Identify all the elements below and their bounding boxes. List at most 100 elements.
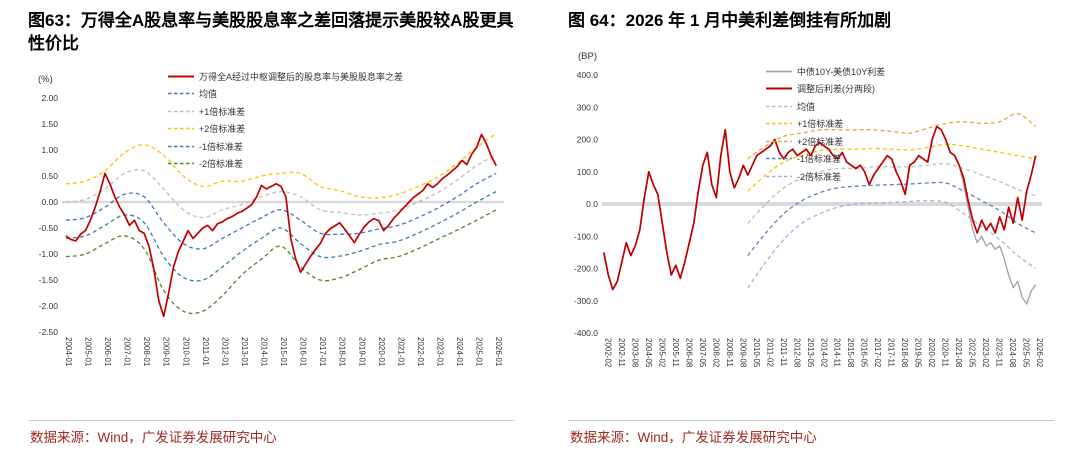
svg-text:2004-05: 2004-05 xyxy=(644,338,653,368)
x-axis-tick-labels: 2002-02 2002-11 2003-08 2004-05 2005-02 2005-… xyxy=(603,338,1044,368)
svg-text:2021-08: 2021-08 xyxy=(954,338,963,368)
svg-text:2019-01: 2019-01 xyxy=(357,337,366,367)
svg-text:-2.00: -2.00 xyxy=(39,301,59,311)
svg-text:2026-01: 2026-01 xyxy=(494,337,503,367)
svg-text:2007-01: 2007-01 xyxy=(123,337,132,367)
legend-label: -1倍标准差 xyxy=(797,154,842,165)
legend-line-sample-icon xyxy=(766,105,792,108)
svg-text:0.0: 0.0 xyxy=(586,199,598,209)
svg-text:2023-11: 2023-11 xyxy=(995,338,1004,367)
figure-63-y-axis-unit: (%) xyxy=(38,73,53,85)
legend-line-sample-icon xyxy=(766,87,792,90)
svg-text:2012-08: 2012-08 xyxy=(792,338,801,368)
svg-text:2.00: 2.00 xyxy=(41,93,58,103)
svg-text:-400.0: -400.0 xyxy=(574,328,598,338)
legend-item: -1倍标准差 xyxy=(168,140,403,153)
svg-text:2020-11: 2020-11 xyxy=(941,338,950,367)
svg-text:2008-01: 2008-01 xyxy=(142,337,151,367)
legend-label: +2倍标准差 xyxy=(797,136,844,147)
svg-text:2015-08: 2015-08 xyxy=(846,338,855,368)
svg-text:-1.50: -1.50 xyxy=(39,275,59,285)
svg-text:2020-01: 2020-01 xyxy=(377,337,386,367)
legend-label: 万得全A经过中枢调整后的股息率与美股股息率之差 xyxy=(199,71,404,82)
svg-text:-0.50: -0.50 xyxy=(39,223,59,233)
legend-item: 万得全A经过中枢调整后的股息率与美股股息率之差 xyxy=(168,70,403,83)
svg-text:-1.00: -1.00 xyxy=(39,249,59,259)
legend-item: +1倍标准差 xyxy=(168,105,403,118)
series-line xyxy=(65,132,497,199)
svg-text:2006-08: 2006-08 xyxy=(684,338,693,368)
svg-text:2002-11: 2002-11 xyxy=(617,338,626,367)
svg-text:300.0: 300.0 xyxy=(577,102,599,112)
svg-text:2012-01: 2012-01 xyxy=(220,337,229,367)
legend-line-sample-icon xyxy=(168,75,194,78)
series-line xyxy=(65,209,497,315)
svg-text:2022-01: 2022-01 xyxy=(416,337,425,367)
figure-63-plot: 2.00 1.50 1.00 0.50 0.00 -0.50 -1.00 -1.50 -2.00… xyxy=(39,93,504,367)
legend-line-sample-icon xyxy=(766,140,792,143)
svg-text:2021-01: 2021-01 xyxy=(396,337,405,367)
series-line xyxy=(65,190,497,282)
legend-item: +1倍标准差 xyxy=(766,117,885,130)
svg-text:2013-01: 2013-01 xyxy=(240,337,249,367)
svg-text:-2.50: -2.50 xyxy=(39,327,59,337)
svg-text:200.0: 200.0 xyxy=(577,134,599,144)
svg-text:2004-01: 2004-01 xyxy=(64,337,73,367)
svg-text:2010-05: 2010-05 xyxy=(752,338,761,368)
series-lines xyxy=(602,112,1037,305)
figure-64-chart: (BP) 中债10Y-美债10Y利差 调整后利差(分两段) 均值 +1倍标准差 +2倍标… xyxy=(568,39,1054,385)
legend-line-sample-icon xyxy=(168,93,194,95)
svg-text:2005-01: 2005-01 xyxy=(84,337,93,367)
legend-label: +1倍标准差 xyxy=(797,119,844,130)
legend-line-sample-icon xyxy=(168,128,194,130)
x-axis-tick-labels: 2004-01 2005-01 2006-01 2007-01 2008-01 2009-… xyxy=(64,337,503,367)
legend-item: 均值 xyxy=(766,100,885,113)
svg-text:2023-02: 2023-02 xyxy=(981,338,990,368)
svg-text:2018-08: 2018-08 xyxy=(900,338,909,368)
svg-text:2019-05: 2019-05 xyxy=(914,338,923,368)
svg-text:2014-02: 2014-02 xyxy=(819,338,828,368)
svg-text:2016-05: 2016-05 xyxy=(860,338,869,368)
legend-label: -2倍标准差 xyxy=(797,171,842,182)
svg-text:100.0: 100.0 xyxy=(577,167,599,177)
svg-text:-100.0: -100.0 xyxy=(574,231,598,241)
legend-line-sample-icon xyxy=(766,70,792,73)
legend-item: +2倍标准差 xyxy=(766,135,885,148)
series-line xyxy=(65,172,497,250)
svg-text:2017-11: 2017-11 xyxy=(887,338,896,367)
legend-item: -1倍标准差 xyxy=(766,152,885,165)
series-line xyxy=(602,125,1037,291)
y-axis-tick-labels: 400.0 300.0 200.0 100.0 0.0 -100.0 -200.0 -300.… xyxy=(574,70,598,338)
legend-item: -2倍标准差 xyxy=(766,170,885,183)
legend-line-sample-icon xyxy=(766,158,792,160)
svg-text:2010-01: 2010-01 xyxy=(181,337,190,367)
legend-item: 调整后利差(分两段) xyxy=(766,82,885,95)
legend-line-sample-icon xyxy=(766,123,792,125)
svg-text:2011-02: 2011-02 xyxy=(765,338,774,367)
legend-item: 均值 xyxy=(168,87,403,100)
svg-text:400.0: 400.0 xyxy=(577,70,599,80)
legend-line-sample-icon xyxy=(168,110,194,113)
legend-label: +1倍标准差 xyxy=(199,106,246,117)
figure-63-chart: (%) 万得全A经过中枢调整后的股息率与美股股息率之差 均值 +1倍标准差 +2倍标准… xyxy=(28,62,514,382)
legend-line-sample-icon xyxy=(168,163,194,165)
legend-label: 均值 xyxy=(797,101,816,112)
svg-text:2002-02: 2002-02 xyxy=(603,338,612,368)
legend-item: +2倍标准差 xyxy=(168,122,403,135)
series-lines xyxy=(65,132,497,318)
figure-63-legend: 万得全A经过中枢调整后的股息率与美股股息率之差 均值 +1倍标准差 +2倍标准差 -1倍… xyxy=(168,70,403,171)
figure-63-panel: 图63：万得全A股息率与美股股息率之差回落提示美股较A股更具性价比 (%) 万得… xyxy=(28,11,514,445)
svg-text:2026-02: 2026-02 xyxy=(1035,338,1044,368)
legend-label: 均值 xyxy=(199,89,218,100)
svg-text:2024-08: 2024-08 xyxy=(1008,338,1017,368)
svg-text:2008-11: 2008-11 xyxy=(725,338,734,367)
svg-text:2015-01: 2015-01 xyxy=(279,337,288,367)
figure-64-plot: 400.0 300.0 200.0 100.0 0.0 -100.0 -200.0 -300.… xyxy=(574,70,1044,368)
series-line xyxy=(65,154,497,219)
svg-text:2005-11: 2005-11 xyxy=(671,338,680,367)
figure-64-data-source: 数据来源：Wind，广发证券发展研究中心 xyxy=(568,420,1054,446)
svg-text:2016-01: 2016-01 xyxy=(299,337,308,367)
legend-label: -1倍标准差 xyxy=(199,141,244,152)
svg-text:2007-05: 2007-05 xyxy=(698,338,707,368)
